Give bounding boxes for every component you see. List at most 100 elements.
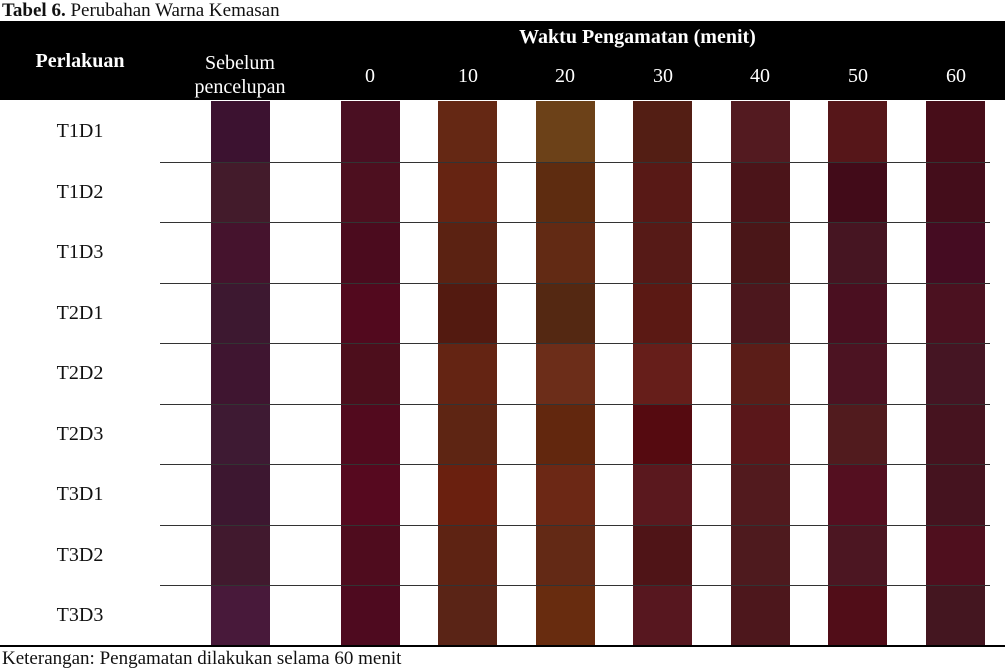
color-swatch-t2d3-6 [828, 404, 887, 465]
color-swatch-t3d1-5 [731, 464, 790, 525]
color-swatch-t2d3-1 [341, 404, 400, 465]
row-label-t1d2: T1D2 [56, 180, 104, 203]
color-swatch-t1d2-2 [438, 162, 497, 223]
color-swatch-t2d3-5 [731, 404, 790, 465]
header-sebelum-line2: pencelupan [194, 76, 286, 98]
header-sebelum-line1: Sebelum [205, 52, 275, 74]
color-swatch-t3d1-1 [341, 464, 400, 525]
color-swatch-t1d2-3 [536, 162, 595, 223]
color-swatch-t3d1-2 [438, 464, 497, 525]
color-swatch-t1d2-5 [731, 162, 790, 223]
color-swatch-t2d2-1 [341, 343, 400, 404]
color-swatch-t3d3-7 [926, 585, 985, 646]
row-divider [160, 283, 990, 284]
color-swatch-t1d1-2 [438, 101, 497, 162]
caption-label: Tabel 6. [2, 0, 66, 21]
color-swatch-t2d2-5 [731, 343, 790, 404]
table-note: Keterangan: Pengamatan dilakukan selama … [2, 648, 402, 669]
color-swatch-t1d1-4 [633, 101, 692, 162]
color-swatch-t1d3-1 [341, 222, 400, 283]
header-minute-10: 10 [458, 65, 478, 87]
color-swatch-t1d2-4 [633, 162, 692, 223]
color-swatch-t1d2-7 [926, 162, 985, 223]
color-swatch-t2d2-2 [438, 343, 497, 404]
color-swatch-t2d3-0 [211, 404, 270, 465]
color-swatch-t3d3-0 [211, 585, 270, 646]
color-swatch-t3d1-3 [536, 464, 595, 525]
color-swatch-t3d3-3 [536, 585, 595, 646]
color-swatch-t3d3-4 [633, 585, 692, 646]
color-swatch-t1d1-1 [341, 101, 400, 162]
color-swatch-t1d3-6 [828, 222, 887, 283]
color-swatch-t1d3-4 [633, 222, 692, 283]
color-swatch-t1d1-7 [926, 101, 985, 162]
color-swatch-t3d3-1 [341, 585, 400, 646]
color-swatch-t3d1-4 [633, 464, 692, 525]
color-swatch-t2d2-3 [536, 343, 595, 404]
row-divider [160, 404, 990, 405]
header-sebelum-pencelupan: Sebelum pencelupan [180, 51, 300, 99]
color-swatch-t1d3-5 [731, 222, 790, 283]
table-caption: Tabel 6. Perubahan Warna Kemasan [2, 0, 280, 22]
color-swatch-t1d3-3 [536, 222, 595, 283]
color-swatch-t1d1-0 [211, 101, 270, 162]
color-swatch-t2d1-5 [731, 283, 790, 344]
color-swatch-t2d1-3 [536, 283, 595, 344]
color-swatch-t2d2-7 [926, 343, 985, 404]
color-swatch-t1d3-7 [926, 222, 985, 283]
caption-text: Perubahan Warna Kemasan [65, 0, 280, 21]
row-label-t2d2: T2D2 [56, 362, 104, 384]
row-divider [160, 464, 990, 465]
row-label-t3d2: T3D2 [56, 543, 104, 566]
color-swatch-t2d3-3 [536, 404, 595, 465]
color-swatch-t2d3-2 [438, 404, 497, 465]
color-swatch-t1d3-2 [438, 222, 497, 283]
row-divider [160, 222, 990, 223]
color-swatch-t3d2-6 [828, 525, 887, 586]
color-swatch-t3d2-0 [211, 525, 270, 586]
row-label-t3d1: T3D1 [56, 483, 104, 505]
row-label-t1d1: T1D1 [56, 120, 104, 142]
color-swatch-t1d3-0 [211, 222, 270, 283]
color-swatch-t3d3-5 [731, 585, 790, 646]
row-label-t2d1: T2D1 [56, 301, 104, 324]
header-minute-40: 40 [750, 65, 770, 87]
bottom-rule [0, 645, 1005, 647]
color-swatch-t3d2-4 [633, 525, 692, 586]
color-swatch-t3d2-7 [926, 525, 985, 586]
color-swatch-t2d1-1 [341, 283, 400, 344]
color-swatch-t2d3-7 [926, 404, 985, 465]
color-swatch-t2d2-0 [211, 343, 270, 404]
color-swatch-t3d1-6 [828, 464, 887, 525]
color-swatch-t1d2-0 [211, 162, 270, 223]
header-minute-50: 50 [848, 65, 868, 87]
row-label-t3d3: T3D3 [56, 604, 104, 626]
row-divider [160, 585, 990, 586]
header-minute-60: 60 [946, 65, 966, 87]
color-swatch-t3d1-0 [211, 464, 270, 525]
color-swatch-t1d1-5 [731, 101, 790, 162]
header-minute-30: 30 [653, 65, 673, 87]
color-swatch-t2d1-7 [926, 283, 985, 344]
color-swatch-t2d2-4 [633, 343, 692, 404]
color-swatch-t1d1-6 [828, 101, 887, 162]
color-swatch-t2d1-6 [828, 283, 887, 344]
header-minute-20: 20 [555, 65, 575, 87]
header-minute-0: 0 [365, 65, 375, 87]
color-swatch-t2d3-4 [633, 404, 692, 465]
color-swatch-t3d2-1 [341, 525, 400, 586]
color-swatch-t3d3-2 [438, 585, 497, 646]
color-swatch-t3d3-6 [828, 585, 887, 646]
table-header: Perlakuan Waktu Pengamatan (menit) Sebel… [0, 21, 1005, 100]
color-swatch-t3d2-3 [536, 525, 595, 586]
color-swatch-t1d1-3 [536, 101, 595, 162]
row-label-t1d3: T1D3 [56, 241, 104, 263]
color-swatch-t2d1-4 [633, 283, 692, 344]
color-swatch-t3d1-7 [926, 464, 985, 525]
color-swatch-t3d2-5 [731, 525, 790, 586]
color-swatch-t1d2-1 [341, 162, 400, 223]
color-swatch-t2d2-6 [828, 343, 887, 404]
row-label-t2d3: T2D3 [56, 422, 104, 445]
color-swatch-t3d2-2 [438, 525, 497, 586]
row-divider [160, 525, 990, 526]
